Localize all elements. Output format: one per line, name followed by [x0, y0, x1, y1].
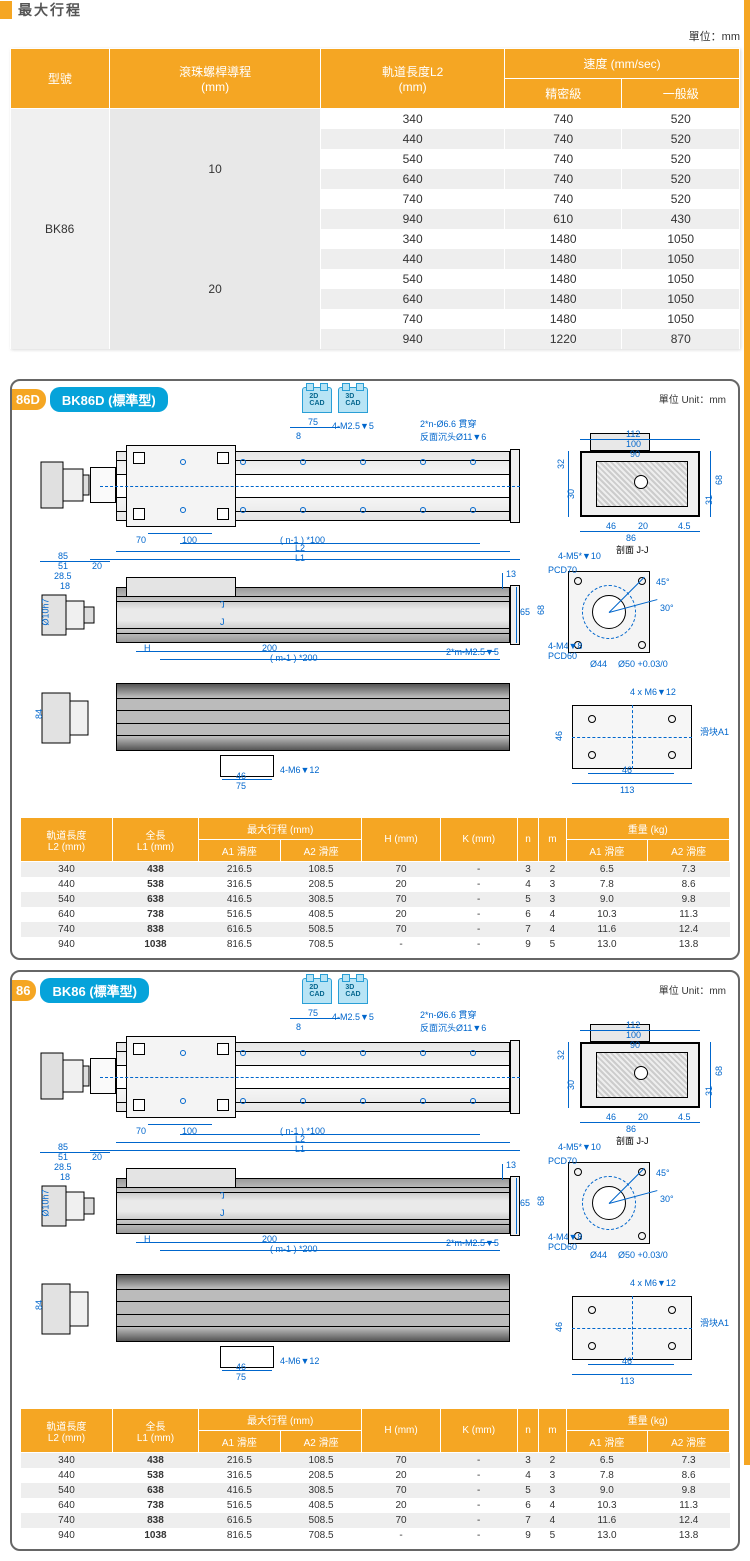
cross-section-jj: 112 100 90 32 30 68 31 46 20 4.5 86 剖面 J… — [560, 1024, 720, 1134]
side-view: 85 51 20 28.5 18 Ø10h7 H J J 200 ( m-1 )… — [40, 1154, 510, 1254]
motor-icon — [40, 1052, 90, 1100]
spec-panel: 86D BK86D (標準型) 2D CAD 3D CAD 單位 Unit：mm — [10, 379, 740, 960]
cad-download-icons: 2D CAD 3D CAD — [302, 387, 368, 413]
motor-icon — [40, 461, 90, 509]
cell-value: 540 — [321, 149, 505, 169]
panel-badge: 86D BK86D (標準型) — [10, 387, 168, 412]
section-views: 112 100 90 32 30 68 31 46 20 4.5 86 剖面 J… — [530, 423, 735, 813]
motor-icon — [40, 1282, 95, 1337]
technical-drawing: 75 8 4-M2.5▼5 2*n-Ø6.6 貫穿 反面沉头Ø11▼6 70 1… — [20, 423, 730, 813]
carriage-bottom-plate — [220, 1346, 274, 1368]
badge-number: 86 — [10, 980, 36, 1001]
cell-value: 340 — [321, 109, 505, 130]
technical-drawing: 75 8 4-M2.5▼5 2*n-Ø6.6 貫穿 反面沉头Ø11▼6 70 1… — [20, 1014, 730, 1404]
th-general: 一般級 — [622, 79, 740, 109]
cell-value: 740 — [504, 189, 622, 209]
cell-model: BK86 — [11, 109, 110, 350]
cell-value: 540 — [321, 269, 505, 289]
section-bar — [0, 1, 12, 19]
stroke-speed-table: 型號 滾珠螺桿導程 (mm) 軌道長度L2 (mm) 速度 (mm/sec) 精… — [10, 48, 740, 349]
cell-value: 440 — [321, 249, 505, 269]
cell-value: 430 — [622, 209, 740, 229]
cell-value: 940 — [321, 209, 505, 229]
cell-value: 1050 — [622, 289, 740, 309]
cell-value: 870 — [622, 329, 740, 349]
badge-title: BK86 (標準型) — [40, 978, 149, 1003]
cell-value: 1480 — [504, 269, 622, 289]
cell-value: 640 — [321, 289, 505, 309]
endcap-side — [510, 1176, 520, 1236]
bottom-view: 84 46 75 4-M6▼12 — [40, 673, 510, 783]
spec-panel: 86 BK86 (標準型) 2D CAD 3D CAD 單位 Unit：mm — [10, 970, 740, 1551]
actuator-body-bottom — [116, 683, 510, 751]
cross-section-jj: 112 100 90 32 30 68 31 46 20 4.5 86 剖面 J… — [560, 433, 720, 543]
cell-value: 1480 — [504, 249, 622, 269]
cell-value: 340 — [321, 229, 505, 249]
cell-value: 520 — [622, 149, 740, 169]
th-model: 型號 — [11, 49, 110, 109]
unit-label: 單位：mm — [0, 28, 740, 44]
cell-value: 520 — [622, 109, 740, 130]
th-l2: 軌道長度L2 (mm) — [321, 49, 505, 109]
bottom-view: 84 46 75 4-M6▼12 — [40, 1264, 510, 1374]
panel-badge: 86 BK86 (標準型) — [10, 978, 149, 1003]
badge-number: 86D — [10, 389, 46, 410]
dimension-table: 軌道長度 L2 (mm) 全長 L1 (mm) 最大行程 (mm) H (mm)… — [20, 1408, 730, 1543]
th-precise: 精密級 — [504, 79, 622, 109]
actuator-body-bottom — [116, 1274, 510, 1342]
panel-unit-label: 單位 Unit：mm — [659, 982, 726, 997]
cell-lead: 10 — [109, 109, 320, 230]
cell-value: 520 — [622, 189, 740, 209]
cell-value: 940 — [321, 329, 505, 349]
carriage-side — [126, 1168, 236, 1188]
cell-value: 1480 — [504, 309, 622, 329]
carriage-block-view: 4 x M6▼12 滑块A1 46 46 113 — [560, 695, 715, 795]
cell-value: 520 — [622, 129, 740, 149]
carriage-bottom-plate — [220, 755, 274, 777]
endcap-side — [510, 585, 520, 645]
cell-value: 1050 — [622, 229, 740, 249]
cad-3d-icon[interactable]: 3D CAD — [338, 387, 368, 413]
cell-value: 610 — [504, 209, 622, 229]
cad-2d-icon[interactable]: 2D CAD — [302, 387, 332, 413]
cad-3d-icon[interactable]: 3D CAD — [338, 978, 368, 1004]
carriage-side — [126, 577, 236, 597]
page-accent-bar — [744, 0, 750, 1465]
cell-value: 1480 — [504, 289, 622, 309]
th-speed: 速度 (mm/sec) — [504, 49, 739, 79]
cad-download-icons: 2D CAD 3D CAD — [302, 978, 368, 1004]
cell-value: 740 — [504, 109, 622, 130]
cell-value: 1050 — [622, 269, 740, 289]
cell-value: 740 — [321, 189, 505, 209]
cell-value: 440 — [321, 129, 505, 149]
top-view: 75 8 4-M2.5▼5 2*n-Ø6.6 貫穿 反面沉头Ø11▼6 70 1… — [40, 423, 510, 553]
cell-value: 1050 — [622, 309, 740, 329]
section-title: 最大行程 — [18, 0, 82, 20]
motor-flange-view: 4-M5*▼10 PCD70 68 4-M4▼8 PCD60 Ø44 Ø50 +… — [560, 563, 660, 663]
badge-title: BK86D (標準型) — [50, 387, 168, 412]
cell-value: 1050 — [622, 249, 740, 269]
dimension-table: 軌道長度 L2 (mm) 全長 L1 (mm) 最大行程 (mm) H (mm)… — [20, 817, 730, 952]
section-views: 112 100 90 32 30 68 31 46 20 4.5 86 剖面 J… — [530, 1014, 735, 1404]
cell-value: 1480 — [504, 229, 622, 249]
carriage-block-view: 4 x M6▼12 滑块A1 46 46 113 — [560, 1286, 715, 1386]
cell-value: 740 — [504, 129, 622, 149]
coupling-icon — [90, 1058, 116, 1094]
cell-lead: 20 — [109, 229, 320, 349]
coupling-icon — [90, 467, 116, 503]
cell-value: 520 — [622, 169, 740, 189]
panel-unit-label: 單位 Unit：mm — [659, 391, 726, 406]
th-lead: 滾珠螺桿導程 (mm) — [109, 49, 320, 109]
side-view: 85 51 20 28.5 18 Ø10h7 H J J 200 ( m-1 )… — [40, 563, 510, 663]
motor-flange-view: 4-M5*▼10 PCD70 68 4-M4▼8 PCD60 Ø44 Ø50 +… — [560, 1154, 660, 1254]
cell-value: 740 — [504, 149, 622, 169]
motor-icon — [40, 691, 95, 746]
cell-value: 740 — [504, 169, 622, 189]
cell-value: 740 — [321, 309, 505, 329]
cell-value: 640 — [321, 169, 505, 189]
top-view: 75 8 4-M2.5▼5 2*n-Ø6.6 貫穿 反面沉头Ø11▼6 70 1… — [40, 1014, 510, 1144]
section-header: 最大行程 — [0, 0, 750, 20]
cad-2d-icon[interactable]: 2D CAD — [302, 978, 332, 1004]
cell-value: 1220 — [504, 329, 622, 349]
